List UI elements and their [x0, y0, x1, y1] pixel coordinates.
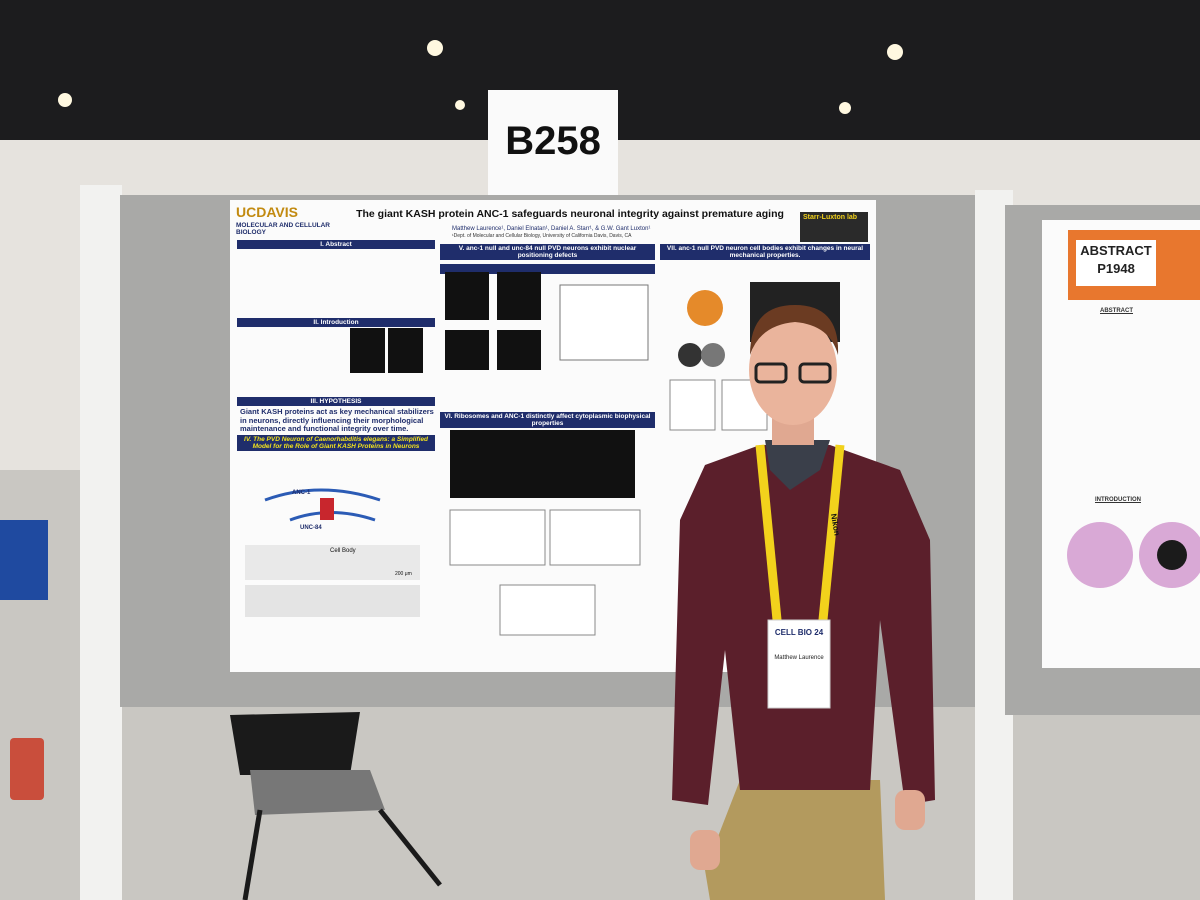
- figure: [701, 343, 725, 367]
- hair: [750, 305, 839, 355]
- plot: [549, 509, 641, 566]
- figure: [1067, 522, 1133, 588]
- abstract-box-label: ABSTRACT: [1080, 243, 1152, 258]
- micrograph: [245, 585, 420, 617]
- abstract-box: [1076, 240, 1156, 286]
- neighbor-heading: ABSTRACT: [1100, 308, 1133, 314]
- micrograph: [445, 272, 489, 320]
- head: [749, 315, 837, 425]
- cup: [10, 738, 44, 800]
- collar: [765, 440, 830, 490]
- hand: [895, 790, 925, 830]
- person: [672, 305, 935, 900]
- plot: [449, 509, 546, 566]
- board-frame: [80, 185, 122, 900]
- figure: [687, 290, 723, 326]
- section-header: VI. Ribosomes and ANC-1 distinctly affec…: [440, 412, 655, 428]
- glasses: [798, 362, 832, 384]
- badge: [767, 619, 831, 709]
- section-header: VII. anc-1 null PVD neuron cell bodies e…: [660, 244, 870, 260]
- diagram: [320, 498, 334, 520]
- plot: [559, 284, 649, 361]
- diagram-label: Cell Body: [330, 548, 356, 554]
- micrograph: [350, 328, 385, 373]
- glasses: [754, 362, 788, 384]
- light: [887, 44, 903, 60]
- section-header: IV. The PVD Neuron of Caenorhabditis ele…: [237, 435, 435, 451]
- section-header: I. Abstract: [237, 240, 435, 249]
- chair-leg: [242, 809, 263, 900]
- micrograph: [388, 328, 423, 373]
- lanyard: [755, 444, 783, 631]
- light: [427, 40, 443, 56]
- blue-table: [0, 520, 48, 600]
- light: [58, 93, 72, 107]
- pants: [705, 780, 885, 900]
- chair-back: [230, 712, 360, 775]
- booth-sign: B258: [505, 119, 601, 163]
- chair-seat: [250, 770, 385, 815]
- diagram-label: ANC-1: [292, 490, 311, 496]
- light: [455, 100, 465, 110]
- plot: [669, 379, 716, 431]
- diagram-label: UNC-84: [300, 525, 322, 531]
- plot: [499, 584, 596, 636]
- micrograph: [497, 272, 541, 320]
- section-header: III. HYPOTHESIS: [237, 397, 435, 406]
- micrograph: [450, 430, 635, 498]
- lanyard: [817, 444, 845, 631]
- micrograph: [497, 330, 541, 370]
- affiliation: ¹Dept. of Molecular and Cellular Biology…: [452, 233, 632, 239]
- figure: [1157, 540, 1187, 570]
- micrograph: [445, 330, 489, 370]
- sign-card: [488, 90, 618, 195]
- section-header: II. Introduction: [237, 318, 435, 327]
- abstract-number: P1948: [1097, 261, 1135, 276]
- hand: [690, 830, 720, 870]
- section-bar: [440, 264, 655, 274]
- neighbor-heading: INTRODUCTION: [1095, 497, 1141, 503]
- hypothesis: Giant KASH proteins act as key mechanica…: [240, 407, 434, 434]
- chair-leg: [378, 808, 442, 887]
- authors: Matthew Laurence¹, Daniel Elnatan¹, Dani…: [452, 226, 651, 232]
- lab-name: Starr-Luxton lab: [803, 214, 858, 221]
- logo-subtitle: MOLECULAR AND CELLULAR BIOLOGY: [236, 222, 330, 237]
- poster-title: The giant KASH protein ANC-1 safeguards …: [356, 208, 784, 220]
- logo: UCDAVIS: [236, 204, 298, 220]
- micrograph: [245, 545, 420, 580]
- diagram: [264, 488, 381, 502]
- badge-name: Matthew Laurence: [774, 655, 824, 661]
- light: [839, 102, 851, 114]
- chair: [230, 712, 442, 900]
- section-header: V. anc-1 null and unc-84 null PVD neuron…: [440, 244, 655, 260]
- scale-bar-label: 200 μm: [395, 571, 412, 577]
- badge-event: CELL BIO 24: [774, 628, 824, 637]
- lab-logo: [800, 212, 868, 242]
- figure: [678, 343, 702, 367]
